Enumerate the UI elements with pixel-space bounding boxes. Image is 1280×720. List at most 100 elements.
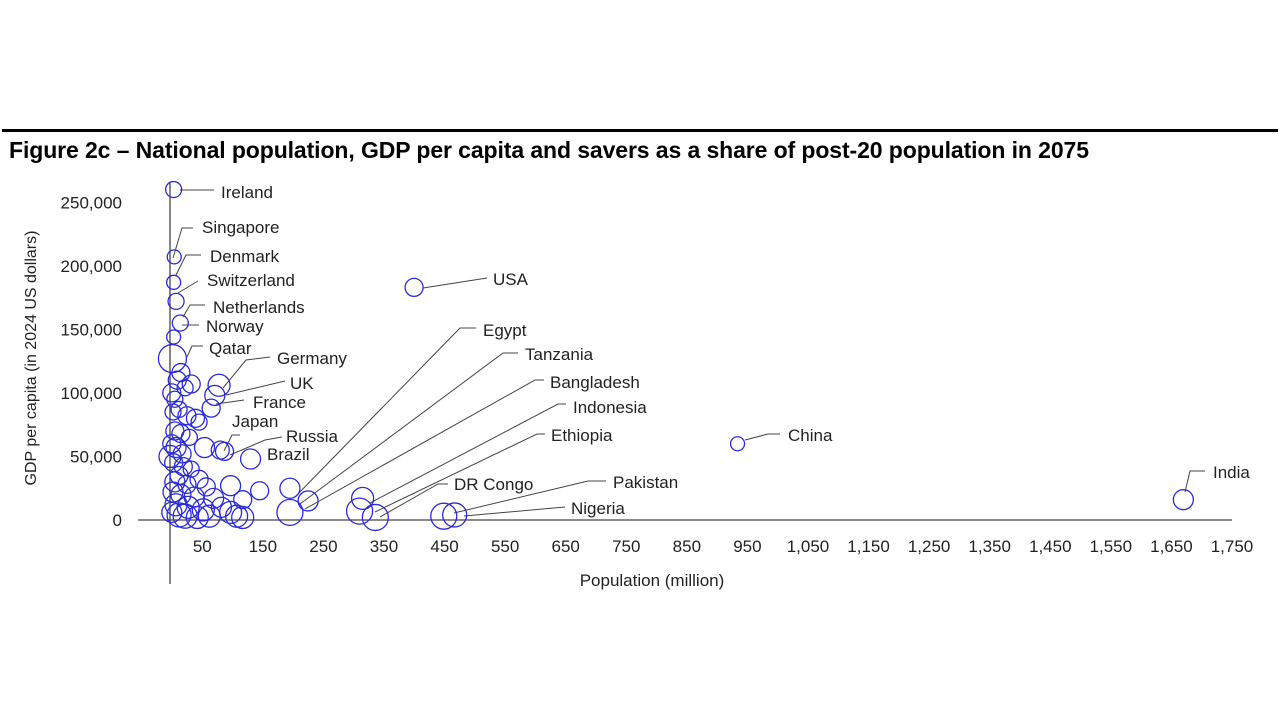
leader-line-qatar	[186, 345, 203, 358]
x-tick-label: 250	[309, 537, 337, 556]
data-point	[233, 490, 253, 510]
x-tick-label: 50	[193, 537, 212, 556]
data-point-ireland	[164, 180, 183, 199]
data-point	[161, 501, 183, 524]
leader-line-ethiopia	[374, 433, 545, 513]
x-tick-label: 150	[249, 537, 277, 556]
data-point	[219, 475, 242, 497]
data-point	[165, 436, 187, 459]
x-tick-label: 1,350	[968, 537, 1011, 556]
data-point	[197, 504, 222, 528]
leader-line-japan	[223, 434, 240, 452]
y-tick-label: 100,000	[61, 384, 122, 403]
data-point-brazil	[239, 448, 262, 470]
data-point	[172, 503, 198, 529]
point-label-egypt: Egypt	[483, 321, 527, 340]
data-point	[162, 434, 182, 454]
data-point-indonesia	[350, 486, 375, 511]
data-point-france	[201, 398, 221, 418]
data-point-singapore	[166, 249, 182, 265]
point-label-netherlands: Netherlands	[213, 298, 305, 317]
y-axis-label: GDP per capita (in 2024 US dollars)	[23, 231, 40, 486]
axes: 50 150 250 350 450 550 650 750 850 950 1,050 1,150 1…	[61, 182, 1254, 584]
data-point	[185, 408, 206, 428]
point-label-uk: UK	[290, 374, 314, 393]
data-point	[181, 374, 201, 394]
data-point	[249, 481, 270, 501]
data-point	[193, 436, 216, 459]
leader-line-denmark	[175, 254, 201, 276]
data-point-china	[729, 436, 746, 452]
point-label-dr-congo: DR Congo	[454, 475, 533, 494]
data-point	[185, 505, 209, 530]
data-point-usa	[404, 277, 424, 298]
point-label-china: China	[788, 426, 833, 445]
x-tick-label: 1,650	[1150, 537, 1193, 556]
x-tick-label: 550	[491, 537, 519, 556]
point-label-bangladesh: Bangladesh	[550, 373, 640, 392]
data-point-tanzania	[297, 490, 319, 512]
chart-title: Figure 2c – National population, GDP per…	[9, 137, 1089, 163]
x-tick-label: 750	[612, 537, 640, 556]
point-label-nigeria: Nigeria	[571, 499, 625, 518]
point-label-russia: Russia	[286, 427, 339, 446]
point-label-indonesia: Indonesia	[573, 398, 647, 417]
point-label-brazil: Brazil	[267, 445, 310, 464]
data-point-bangladesh	[276, 498, 304, 527]
point-label-usa: USA	[493, 270, 529, 289]
leader-line-egypt	[294, 327, 476, 498]
leader-line-germany	[222, 356, 271, 389]
data-point	[158, 444, 182, 469]
data-point-india	[1172, 489, 1194, 511]
leader-line-russia	[229, 436, 283, 456]
x-tick-label: 950	[733, 537, 761, 556]
data-point	[171, 423, 191, 444]
data-point-pakistan	[430, 502, 458, 530]
leader-line-nigeria	[463, 506, 566, 517]
data-point	[177, 406, 197, 426]
data-point-dr-congo	[361, 503, 389, 532]
x-tick-label: 1,750	[1211, 537, 1254, 556]
data-point-egypt	[279, 477, 301, 499]
x-tick-label: 350	[370, 537, 398, 556]
point-label-japan: Japan	[232, 412, 278, 431]
data-point-norway	[165, 329, 182, 345]
x-tick-label: 1,250	[908, 537, 951, 556]
point-label-tanzania: Tanzania	[525, 345, 594, 364]
data-point-uk	[204, 384, 226, 407]
point-label-india: India	[1213, 463, 1250, 482]
x-tick-label: 450	[430, 537, 458, 556]
point-label-singapore: Singapore	[202, 218, 280, 237]
data-point-switzerland	[167, 292, 185, 311]
title-rule	[2, 129, 1278, 132]
y-tick-label: 250,000	[61, 193, 122, 212]
y-tick-label: 200,000	[61, 257, 122, 276]
data-point-qatar	[157, 343, 188, 374]
x-axis-label: Population (million)	[580, 571, 725, 590]
data-point	[176, 379, 194, 397]
data-point	[166, 390, 184, 408]
leader-line-uk	[225, 380, 286, 396]
data-point	[191, 498, 215, 522]
data-point	[170, 400, 188, 419]
point-label-ireland: Ireland	[221, 183, 273, 202]
leader-line-usa	[422, 277, 488, 289]
data-point	[162, 383, 182, 403]
y-tick-label: 150,000	[61, 320, 122, 339]
data-point	[164, 471, 186, 493]
x-tick-label: 850	[673, 537, 701, 556]
data-point-denmark	[165, 274, 182, 290]
data-point	[196, 477, 216, 497]
point-label-germany: Germany	[277, 349, 347, 368]
x-tick-label: 650	[552, 537, 580, 556]
leader-line-tanzania	[299, 352, 518, 505]
data-point-russia	[210, 440, 230, 460]
data-point	[180, 428, 199, 447]
data-point-nigeria	[442, 502, 468, 528]
data-point	[231, 505, 255, 530]
point-label-qatar: Qatar	[209, 339, 252, 358]
y-tick-label: 50,000	[70, 447, 122, 466]
x-tick-label: 1,450	[1029, 537, 1072, 556]
leader-line-india	[1184, 470, 1205, 493]
